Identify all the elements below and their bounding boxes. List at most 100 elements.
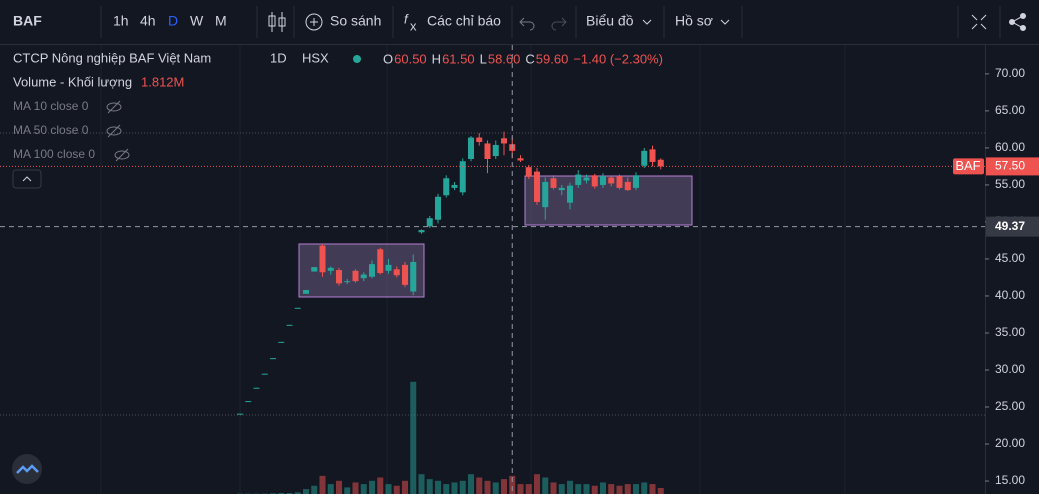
symbol[interactable]: BAF: [13, 13, 42, 29]
interval-button[interactable]: D: [168, 13, 178, 29]
volume-value: 1.812M: [141, 74, 184, 89]
volume-bar: [344, 487, 351, 494]
volume-bars: [237, 381, 664, 494]
candle-body: [641, 150, 648, 166]
candle-body: [583, 177, 590, 181]
candle-body: [591, 175, 598, 187]
ohlc-key: C: [525, 51, 534, 66]
indicators-button[interactable]: Các chỉ báo: [427, 13, 501, 29]
price-badge: [986, 157, 1039, 176]
candle-body: [410, 261, 417, 292]
indicators-icon: x: [410, 18, 417, 33]
share-button[interactable]: [1009, 13, 1026, 31]
candle-body: [426, 218, 433, 227]
volume-bar: [600, 482, 606, 494]
logo[interactable]: [12, 454, 42, 484]
interval-button[interactable]: W: [190, 13, 204, 29]
ohlc-value: 59.60: [536, 51, 569, 66]
ma-label: MA 10 close 0: [13, 99, 89, 113]
volume-bar: [476, 477, 483, 494]
y-tick-label: 15.00: [995, 473, 1025, 487]
y-tick-label: 60.00: [995, 140, 1025, 154]
candle-body: [492, 144, 499, 157]
candle-body: [327, 267, 334, 271]
candle-body: [600, 176, 606, 185]
volume-bar: [649, 484, 656, 494]
volume-bar: [393, 485, 400, 494]
undo-button[interactable]: [519, 17, 535, 31]
candle-body: [451, 184, 458, 188]
instrument-name: CTCP Nông nghiệp BAF Việt Nam: [13, 50, 211, 65]
candle-body: [558, 187, 565, 191]
candle-body: [435, 196, 441, 220]
candle-body: [534, 171, 540, 202]
symbol-badge: [953, 158, 984, 175]
logo-mark: [16, 464, 39, 474]
y-tick-label: 40.00: [995, 288, 1025, 302]
ma-label: MA 100 close 0: [13, 147, 95, 161]
candle-body: [377, 249, 384, 274]
market-status[interactable]: [353, 55, 361, 63]
collapse-arrow: [22, 176, 32, 182]
redo-button[interactable]: [551, 17, 567, 31]
interval-button[interactable]: 4h: [140, 13, 156, 29]
vertical-grid: [100, 45, 846, 494]
hidden-icons[interactable]: [106, 100, 130, 162]
volume-name: Volume - Khối lượng: [13, 74, 132, 89]
volume-bar: [657, 488, 664, 494]
candle-body: [575, 174, 582, 185]
y-tick-label: 35.00: [995, 325, 1025, 339]
candle-body: [517, 158, 524, 161]
collapse-legend[interactable]: [12, 169, 42, 189]
volume-bar: [426, 479, 433, 494]
intervals: 1h 4h D W M: [113, 13, 227, 29]
plot-area[interactable]: [0, 45, 985, 494]
volume-bar: [418, 474, 425, 494]
candle-body: [385, 264, 392, 271]
volume-bar: [492, 482, 499, 494]
volume-bar: [575, 484, 582, 494]
fullscreen-button[interactable]: [971, 14, 987, 30]
candle-body: [369, 264, 375, 277]
candle-body: [336, 270, 342, 284]
chart-type-button[interactable]: Biểu đồ: [586, 13, 634, 29]
indicators-icon[interactable]: f: [404, 11, 409, 26]
compare-icon[interactable]: [305, 13, 323, 31]
compare-icon: [310, 18, 318, 26]
volume-bar: [534, 474, 540, 494]
interval-button[interactable]: 1h: [113, 13, 129, 29]
crosshair-badge-text: 49.37: [995, 219, 1025, 233]
candle-body: [303, 290, 309, 294]
volume-bar: [509, 475, 516, 494]
volume-bar: [410, 381, 417, 494]
change: −1.40 (−2.30%): [573, 51, 663, 66]
volume-bar: [608, 484, 615, 494]
volume-bar: [641, 482, 648, 494]
chart-style-button[interactable]: [268, 12, 286, 32]
profile-button[interactable]: Hồ sơ: [675, 13, 713, 29]
ohlc-legend: O 60.50 H 61.50 L 58.60 C 59.60 −1.40 (−2.30%): [383, 51, 663, 66]
candle-body: [657, 159, 664, 167]
ma-label: MA 50 close 0: [13, 123, 89, 137]
candle-body: [360, 274, 367, 279]
ohlc-value: 60.50: [394, 51, 427, 66]
y-tick-label: 30.00: [995, 362, 1025, 376]
volume-bar: [311, 485, 318, 494]
exchange: HSX: [302, 50, 329, 65]
volume-bar: [633, 484, 639, 494]
volume-bar: [624, 484, 631, 494]
compare-button[interactable]: So sánh: [330, 13, 381, 29]
volume-bar: [336, 480, 342, 494]
y-tick-label: 20.00: [995, 436, 1025, 450]
volume-bar: [443, 484, 450, 494]
volume-bar: [484, 480, 491, 494]
candle-body: [468, 137, 474, 160]
volume-bar: [550, 482, 557, 494]
ohlc-key: O: [383, 51, 393, 66]
candle-body: [270, 358, 276, 360]
interval-button[interactable]: M: [215, 13, 227, 29]
candle-body: [237, 413, 243, 415]
volume-bar: [377, 477, 384, 494]
